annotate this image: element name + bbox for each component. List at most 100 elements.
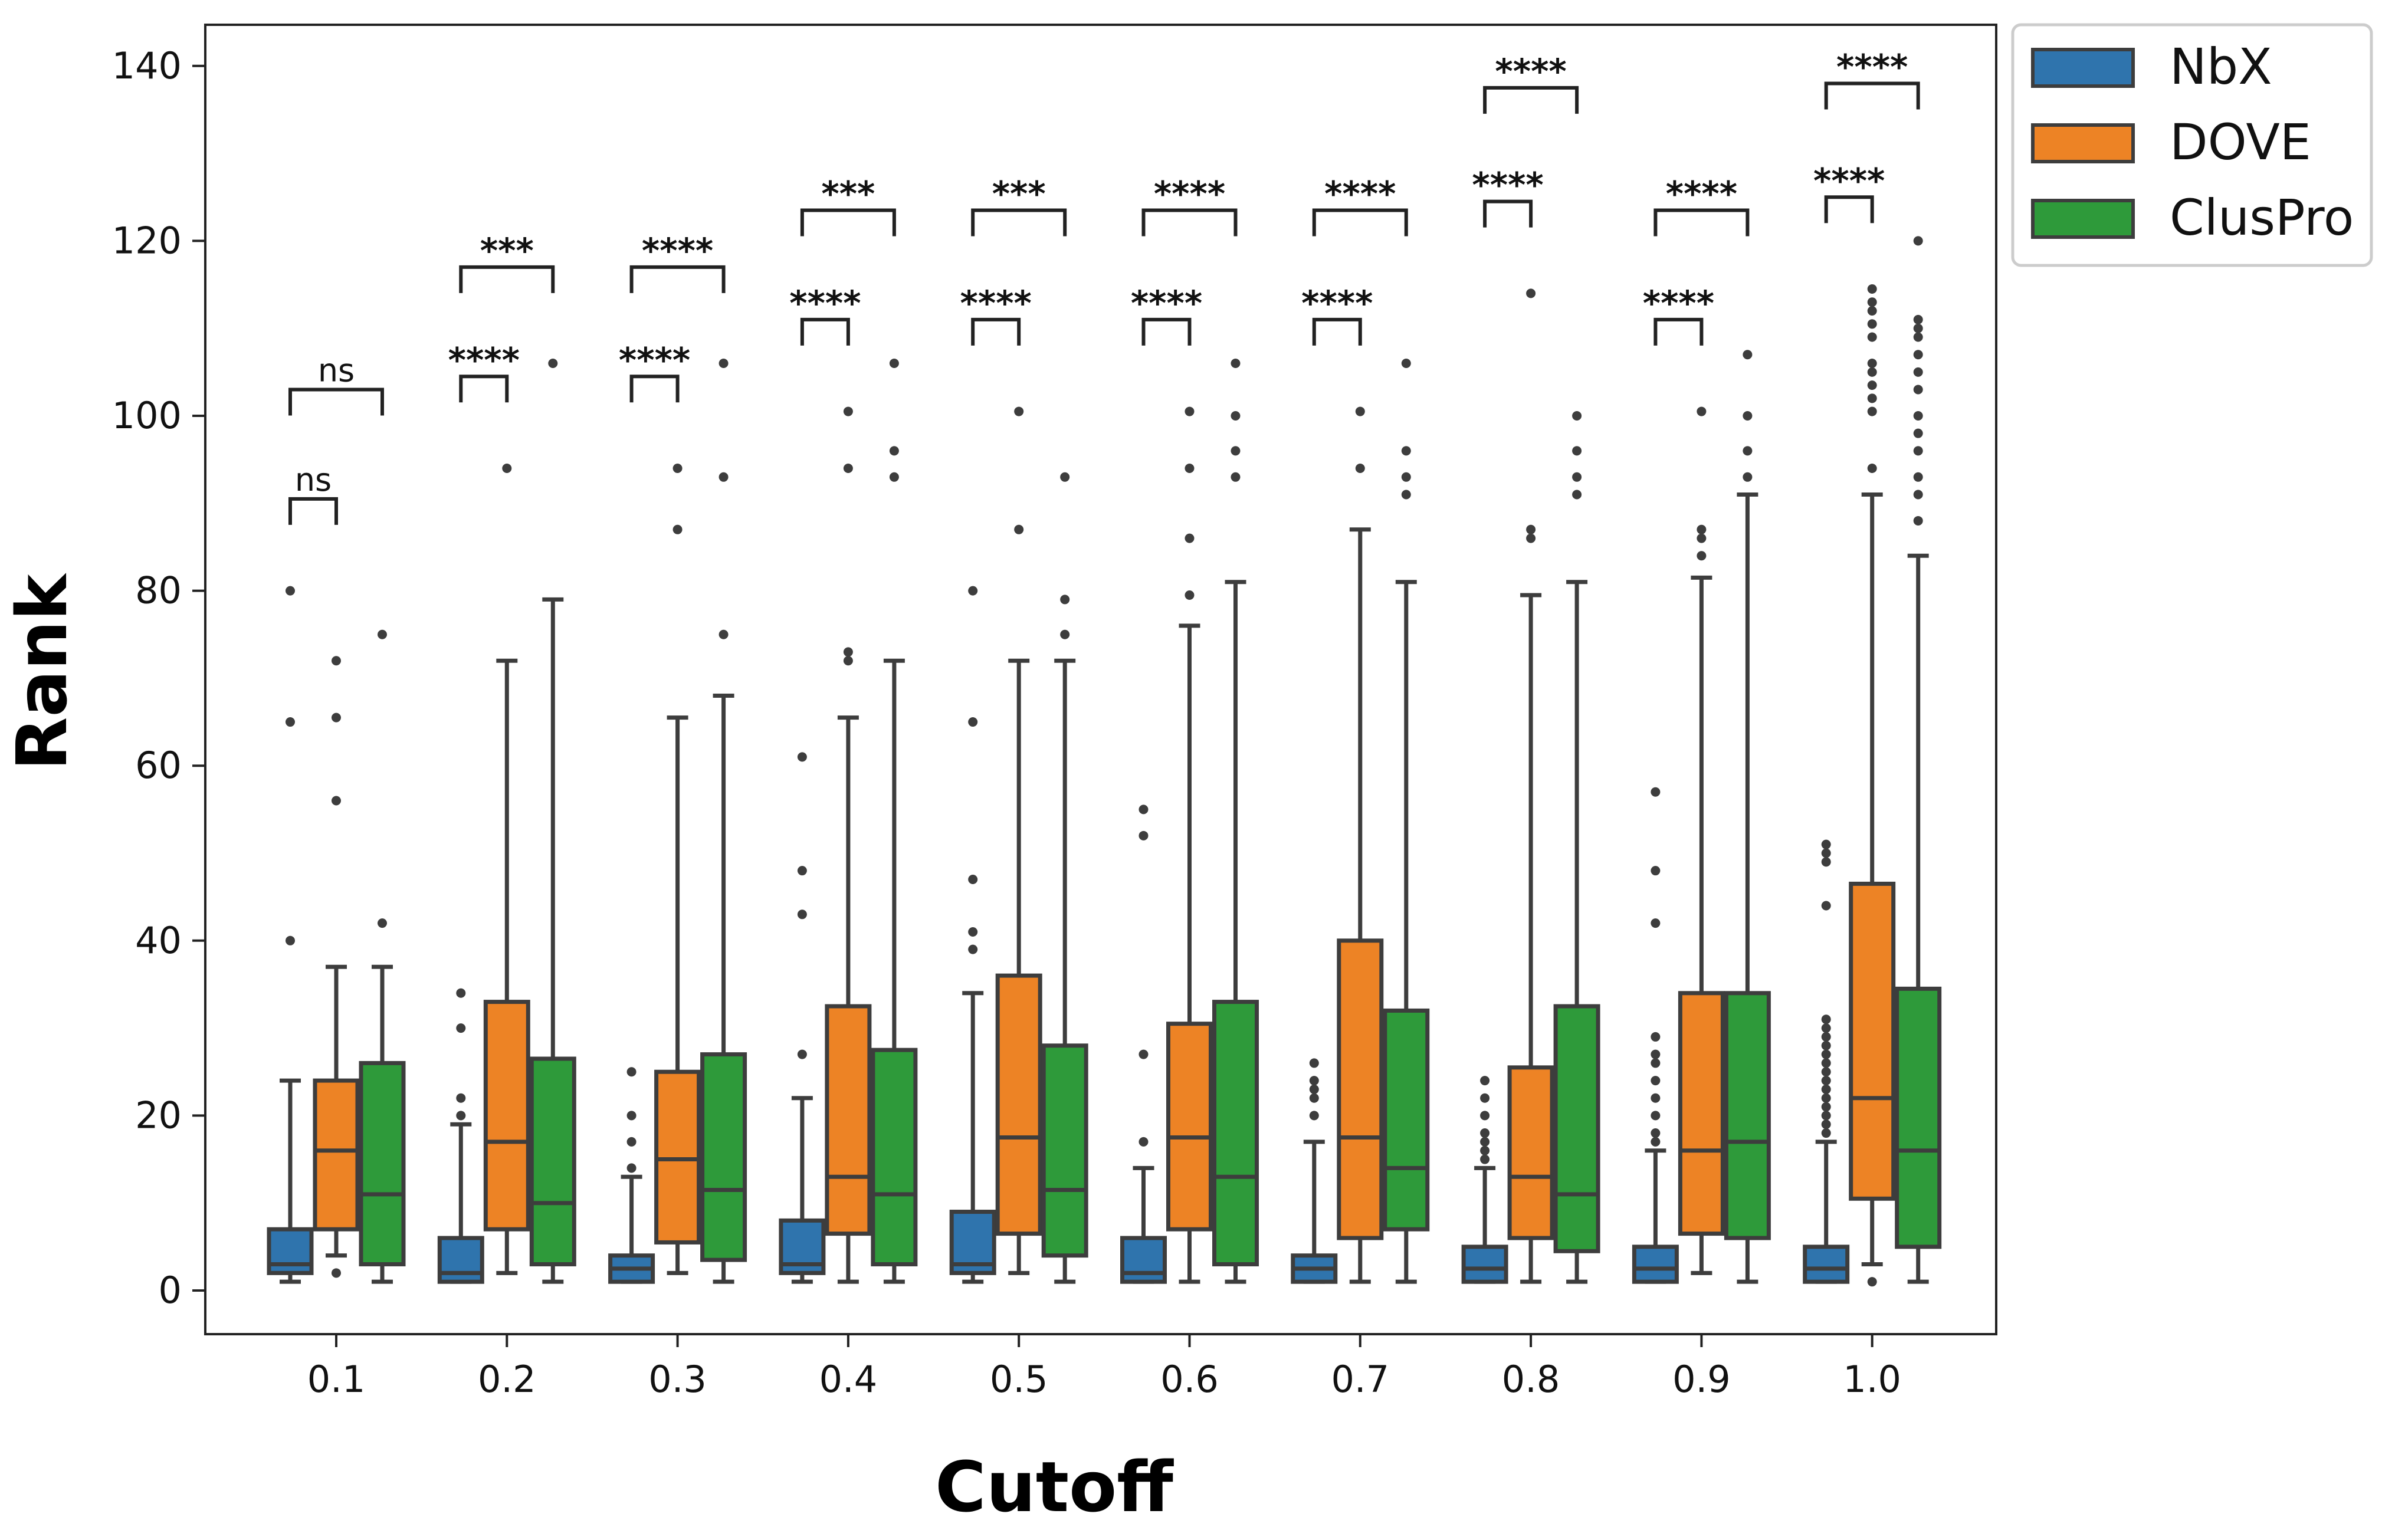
y-axis-title: Rank bbox=[1, 573, 83, 770]
box-dove-0.1 bbox=[313, 656, 360, 1278]
box-body bbox=[437, 1236, 484, 1284]
significance-bracket bbox=[1824, 195, 1874, 224]
box-body bbox=[1724, 991, 1771, 1240]
outlier-point bbox=[1821, 1040, 1831, 1050]
y-axis: 0 20 40 60 80 100 120 140 bbox=[112, 44, 205, 1312]
outlier-point bbox=[797, 866, 807, 876]
outlier-point bbox=[626, 1111, 636, 1121]
outlier-point bbox=[332, 1268, 341, 1278]
legend: NbX DOVE ClusPro bbox=[2011, 23, 2373, 267]
box-body bbox=[871, 1048, 918, 1267]
box-body bbox=[1632, 1245, 1679, 1284]
outlier-point bbox=[1867, 332, 1877, 342]
box-body bbox=[1383, 1008, 1430, 1232]
significance-label: **** bbox=[1154, 173, 1225, 214]
outlier-point bbox=[1821, 1119, 1831, 1129]
box-body bbox=[1678, 991, 1725, 1236]
outlier-point bbox=[1572, 490, 1582, 500]
y-tick-label: 80 bbox=[135, 569, 182, 612]
box-cluspro-0.2 bbox=[529, 359, 576, 1284]
outlier-point bbox=[1480, 1128, 1490, 1138]
outlier-point bbox=[1060, 629, 1070, 639]
box-nbx-0.6 bbox=[1120, 805, 1167, 1284]
outlier-point bbox=[1309, 1084, 1319, 1094]
significance-bracket bbox=[629, 265, 726, 293]
box-body bbox=[483, 1000, 530, 1232]
significance-label: *** bbox=[821, 173, 875, 214]
outlier-point bbox=[1913, 472, 1923, 482]
box-body bbox=[1120, 1236, 1167, 1284]
outlier-point bbox=[1014, 524, 1024, 534]
significance-label: **** bbox=[960, 283, 1032, 323]
outlier-point bbox=[1572, 472, 1582, 482]
x-tick-label: 0.1 bbox=[307, 1358, 366, 1401]
significance-bracket bbox=[1312, 208, 1408, 237]
outlier-point bbox=[1480, 1137, 1490, 1147]
significance-bracket bbox=[800, 208, 896, 237]
outlier-point bbox=[1309, 1076, 1319, 1086]
box-cluspro-1.0 bbox=[1895, 236, 1942, 1284]
significance-label: **** bbox=[1324, 173, 1396, 214]
outlier-point bbox=[1526, 288, 1536, 298]
outlier-point bbox=[1185, 533, 1195, 543]
outlier-point bbox=[1185, 463, 1195, 473]
outlier-point bbox=[1913, 515, 1923, 526]
significance-bracket bbox=[1653, 317, 1704, 346]
box-nbx-0.3 bbox=[608, 1067, 655, 1284]
outlier-point bbox=[626, 1137, 636, 1147]
outlier-point bbox=[1651, 1058, 1661, 1068]
significance-bracket bbox=[1141, 317, 1192, 346]
box-body bbox=[1849, 881, 1896, 1201]
x-tick-label: 0.9 bbox=[1672, 1358, 1731, 1401]
outlier-point bbox=[1913, 385, 1923, 395]
outlier-point bbox=[1867, 306, 1877, 316]
box-cluspro-0.5 bbox=[1041, 472, 1088, 1284]
significance-label: **** bbox=[1836, 47, 1908, 87]
outlier-point bbox=[1913, 236, 1923, 246]
x-axis-title: Cutoff bbox=[935, 1446, 1174, 1528]
legend-swatch-nbx bbox=[2031, 48, 2135, 88]
outlier-point bbox=[1309, 1058, 1319, 1068]
outlier-point bbox=[548, 359, 558, 369]
box-dove-0.6 bbox=[1166, 406, 1213, 1284]
outlier-point bbox=[672, 463, 683, 473]
outlier-point bbox=[1355, 406, 1365, 416]
outlier-point bbox=[1697, 524, 1707, 534]
box-body bbox=[1895, 986, 1942, 1249]
box-body bbox=[1337, 938, 1384, 1240]
outlier-point bbox=[1821, 1093, 1831, 1103]
outlier-point bbox=[1401, 490, 1411, 500]
outlier-point bbox=[1697, 406, 1707, 416]
outlier-point bbox=[1060, 472, 1070, 482]
outlier-point bbox=[968, 927, 978, 937]
legend-label-nbx: NbX bbox=[2170, 38, 2272, 96]
significance-label: **** bbox=[1301, 283, 1373, 323]
outlier-point bbox=[1913, 350, 1923, 360]
outlier-point bbox=[378, 918, 387, 928]
outlier-point bbox=[843, 647, 853, 657]
outlier-point bbox=[718, 629, 729, 639]
outlier-point bbox=[1743, 411, 1753, 421]
legend-swatch-cluspro bbox=[2031, 199, 2135, 239]
y-tick-label: 120 bbox=[112, 219, 182, 262]
outlier-point bbox=[456, 1023, 466, 1033]
outlier-point bbox=[1913, 446, 1923, 456]
outlier-point bbox=[1821, 1058, 1831, 1068]
y-tick-label: 140 bbox=[112, 44, 182, 87]
outlier-point bbox=[1138, 805, 1149, 815]
significance-bracket bbox=[1483, 199, 1533, 228]
outlier-point bbox=[889, 359, 899, 369]
outlier-point bbox=[718, 472, 729, 482]
outlier-point bbox=[1526, 524, 1536, 534]
outlier-point bbox=[1821, 1102, 1831, 1112]
box-body bbox=[359, 1060, 406, 1267]
significance-label: **** bbox=[1131, 283, 1202, 323]
outlier-point bbox=[1867, 319, 1877, 329]
outlier-point bbox=[1913, 428, 1923, 438]
outlier-point bbox=[332, 796, 341, 806]
significance-bracket bbox=[459, 265, 555, 293]
outlier-point bbox=[332, 656, 341, 666]
outlier-point bbox=[968, 874, 978, 884]
outlier-point bbox=[1821, 857, 1831, 867]
